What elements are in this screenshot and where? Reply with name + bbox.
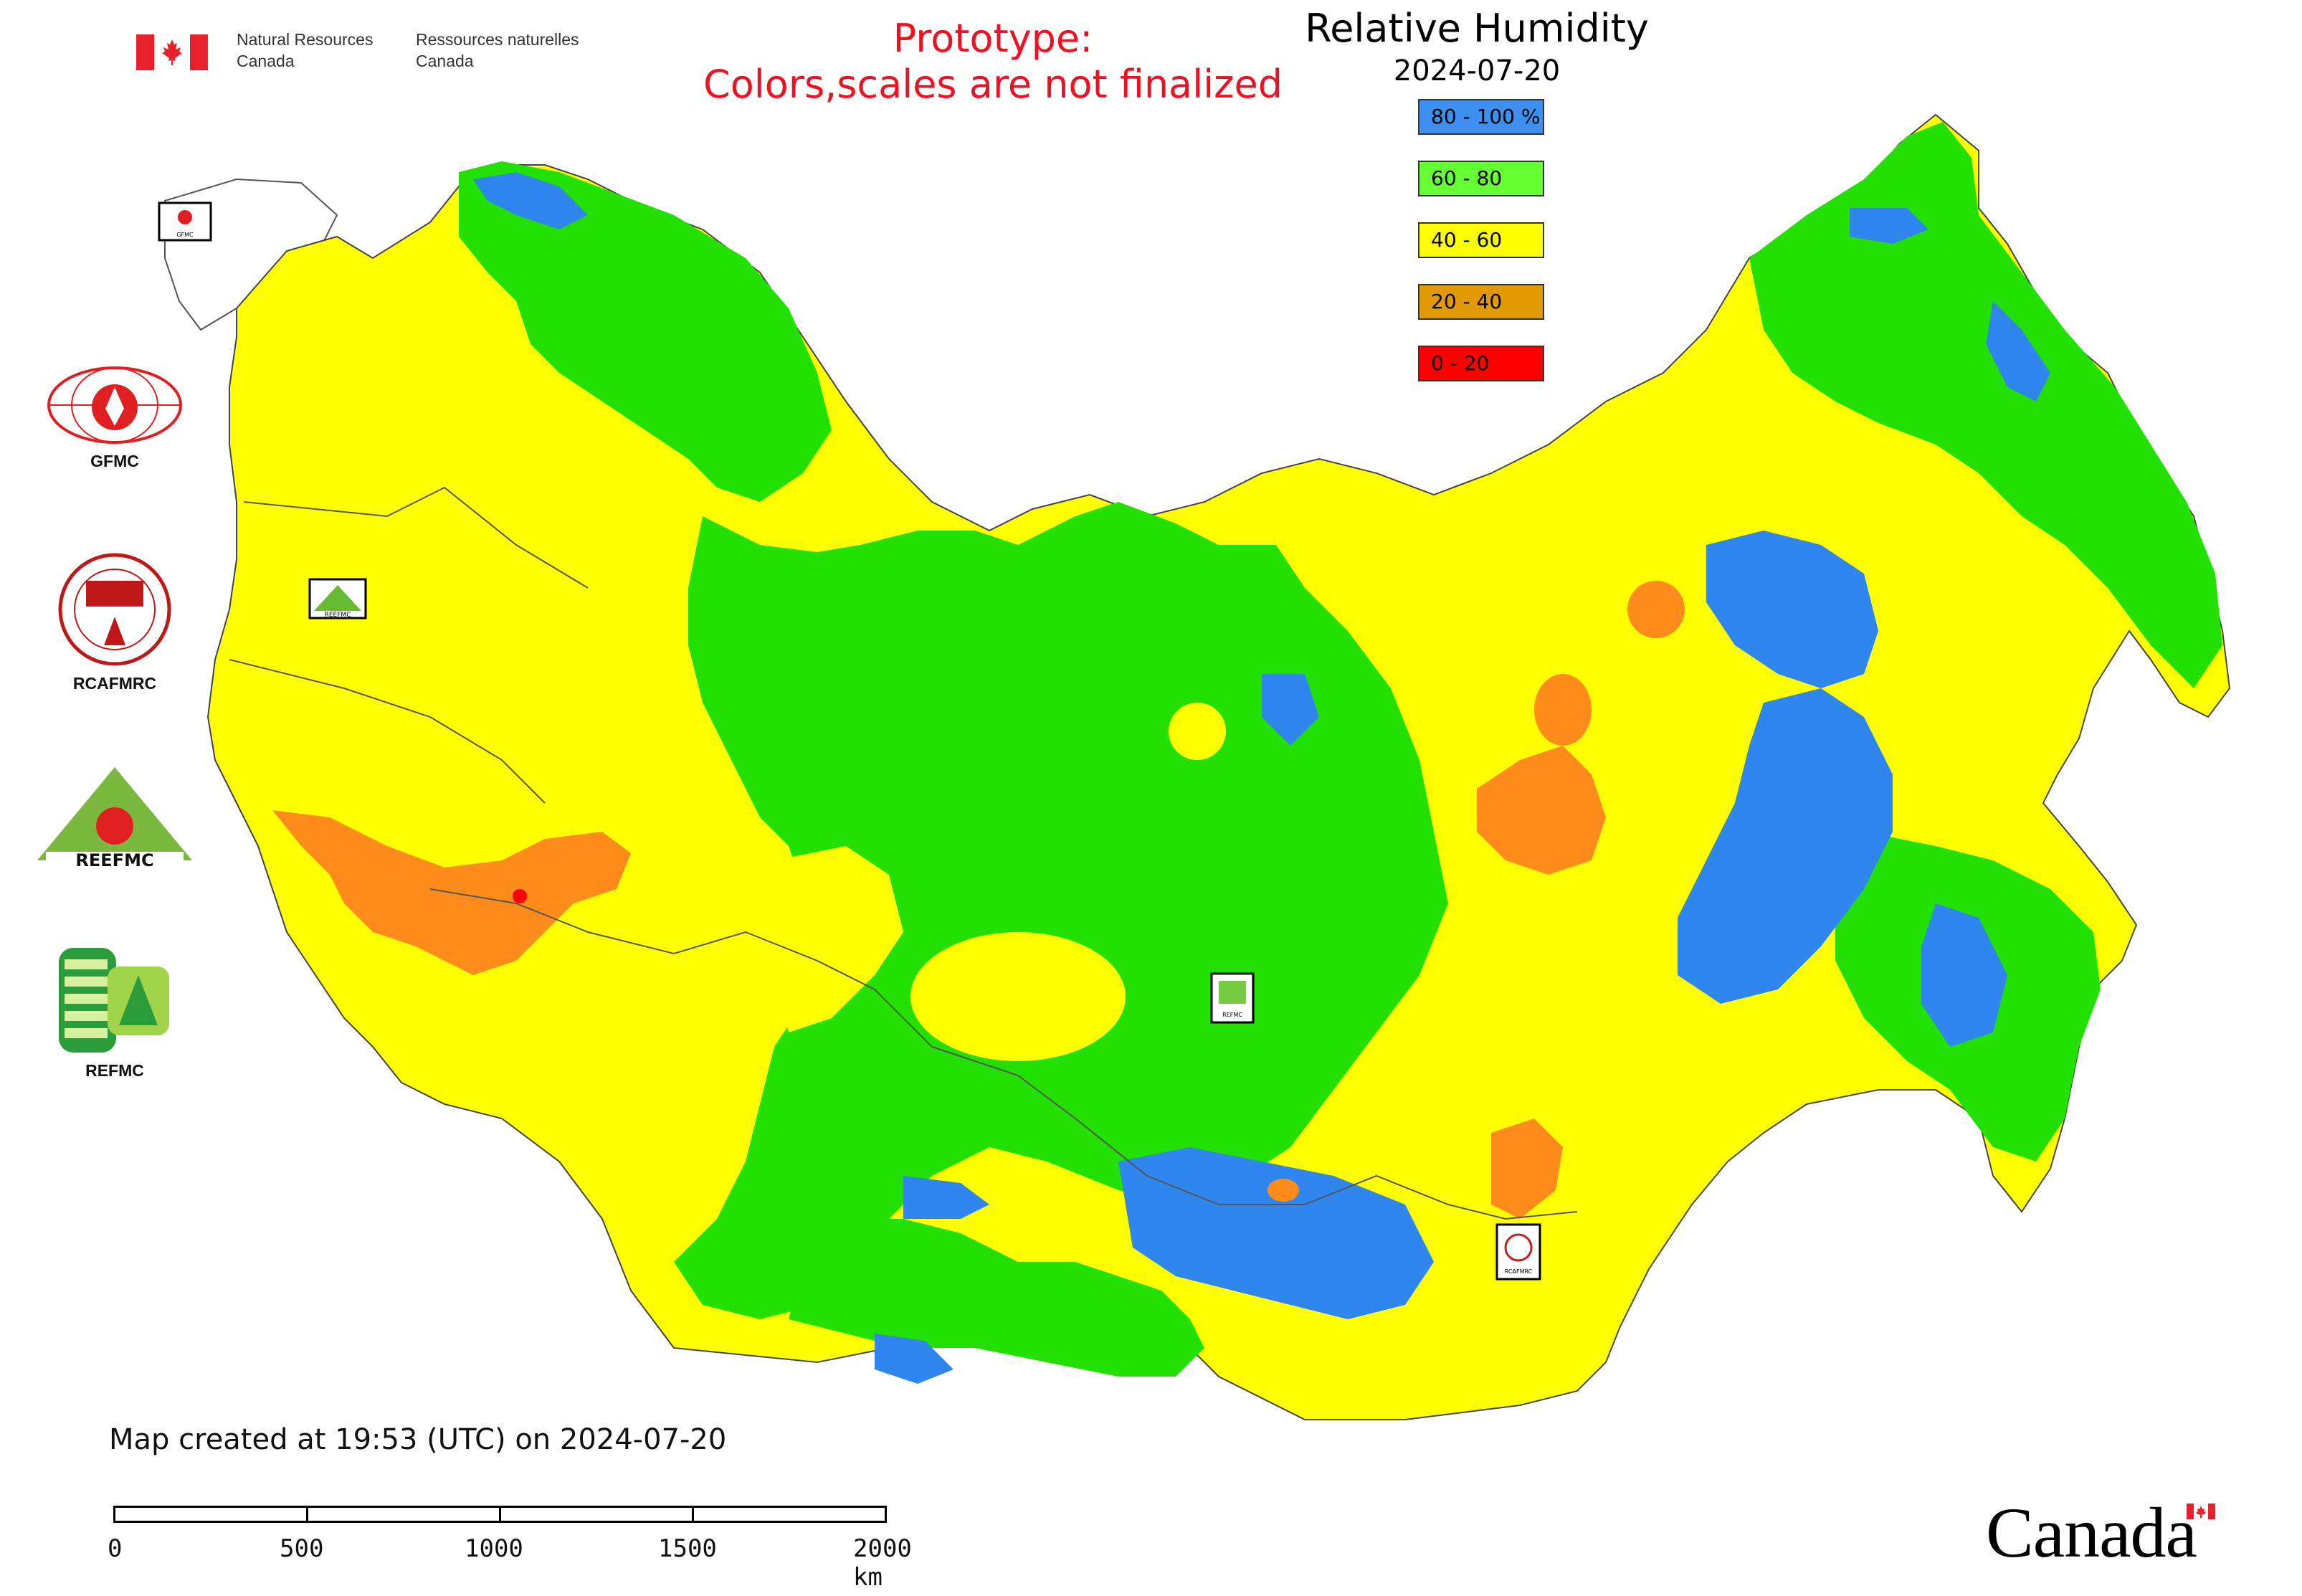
maple-leaf-icon bbox=[162, 39, 182, 65]
blue-zone-caucasus bbox=[875, 1334, 953, 1384]
scale-bar: 0 500 1000 1500 2000 km bbox=[108, 1506, 912, 1592]
map-title: Relative Humidity bbox=[1305, 6, 1649, 51]
blue-zone-altai bbox=[1118, 1147, 1434, 1319]
map-marker-refmc-label: REFMC bbox=[1222, 1012, 1242, 1018]
partner-gfmc-label: GFMC bbox=[90, 452, 139, 470]
humidity-map[interactable]: GFMC REEFMC REFMC RCAFMRC bbox=[0, 93, 2302, 1455]
yellow-zone-urals bbox=[774, 846, 903, 1032]
orange-zone-small bbox=[1267, 1179, 1299, 1202]
legend-item-20-40: 20 - 40 bbox=[1418, 284, 1544, 320]
scale-label-2000: 2000 km bbox=[853, 1534, 912, 1592]
orange-zone-baikal bbox=[1491, 1118, 1563, 1219]
legend-item-80-100: 80 - 100 % bbox=[1418, 99, 1544, 135]
nrcan-signature: Natural Resources Canada Ressources natu… bbox=[136, 29, 609, 73]
partner-rcafmrc[interactable]: RCAFMRC bbox=[29, 552, 201, 693]
legend-item-40-60: 40 - 60 bbox=[1418, 222, 1544, 258]
map-marker-gfmc-label: GFMC bbox=[176, 232, 194, 238]
map-marker-refmc[interactable]: REFMC bbox=[1210, 972, 1255, 1024]
signature-english: Natural Resources Canada bbox=[237, 30, 374, 70]
yellow-zone-ob bbox=[1169, 703, 1226, 760]
map-date: 2024-07-20 bbox=[1393, 54, 1561, 87]
red-zone-hotspot bbox=[513, 889, 527, 903]
scale-label-0: 0 bbox=[108, 1534, 123, 1563]
scale-segment-4 bbox=[692, 1506, 887, 1523]
legend-item-60-80: 60 - 80 bbox=[1418, 161, 1544, 196]
scale-label-500: 500 bbox=[280, 1534, 324, 1563]
partner-gfmc[interactable]: GFMC bbox=[29, 366, 201, 471]
yellow-zone-west-siberia bbox=[910, 932, 1126, 1061]
legend-item-0-20: 0 - 20 bbox=[1418, 346, 1544, 381]
scale-segment-3 bbox=[499, 1506, 694, 1523]
partner-refmc-label: REFMC bbox=[85, 1061, 144, 1080]
blue-zone-sakhalin bbox=[1921, 903, 2007, 1047]
partner-refmc[interactable]: REFMC bbox=[29, 946, 201, 1080]
reefmc-logo-icon: REEFMC bbox=[37, 767, 192, 870]
orange-zone-vilyuy bbox=[1627, 581, 1685, 638]
scale-label-1500: 1500 bbox=[658, 1534, 717, 1563]
refmc-logo-icon bbox=[59, 948, 169, 1053]
partner-rcafmrc-label: RCAFMRC bbox=[72, 674, 157, 693]
map-marker-reefmc-label: REEFMC bbox=[325, 612, 351, 619]
partner-reefmc[interactable]: REEFMC bbox=[29, 767, 201, 878]
scale-segment-1 bbox=[113, 1506, 308, 1523]
map-marker-gfmc[interactable]: GFMC bbox=[158, 201, 212, 242]
reefmc-wordmark: REEFMC bbox=[75, 850, 153, 870]
blue-zone-east bbox=[1678, 688, 1893, 1004]
blue-zone-sayan bbox=[903, 1176, 989, 1219]
signature-french: Ressources naturelles Canada bbox=[416, 30, 579, 70]
green-zone-far-east bbox=[1749, 122, 2222, 688]
blue-zone-kola bbox=[473, 172, 588, 229]
map-creation-note: Map created at 19:53 (UTC) on 2024-07-20 bbox=[109, 1423, 727, 1456]
canada-wordmark-flag-icon bbox=[2187, 1504, 2215, 1519]
rcafmrc-logo-icon bbox=[58, 553, 171, 666]
blue-zone-kamchatka bbox=[1986, 301, 2050, 402]
orange-zone-aldan bbox=[1534, 674, 1592, 746]
green-zone-central bbox=[674, 502, 1448, 1319]
prototype-notice: Prototype: Colors,scales are not finaliz… bbox=[703, 16, 1283, 107]
green-zone-northwest bbox=[459, 161, 832, 502]
blue-zone-taimyr bbox=[1262, 674, 1319, 746]
admin-borders bbox=[229, 486, 1578, 1220]
map-marker-rcafmrc-label: RCAFMRC bbox=[1505, 1268, 1533, 1275]
scale-segment-2 bbox=[306, 1506, 501, 1523]
scale-label-1000: 1000 bbox=[465, 1534, 523, 1563]
canada-flag-icon bbox=[136, 34, 208, 70]
gfmc-logo-icon bbox=[47, 366, 182, 444]
blue-zone-chukotka bbox=[1850, 208, 1928, 244]
map-marker-rcafmrc[interactable]: RCAFMRC bbox=[1495, 1223, 1541, 1281]
map-marker-reefmc[interactable]: REEFMC bbox=[308, 578, 367, 619]
orange-zone-yakutia bbox=[1477, 746, 1606, 875]
blue-zone-yakutia bbox=[1706, 531, 1878, 688]
canada-wordmark: Canada bbox=[1986, 1493, 2197, 1572]
